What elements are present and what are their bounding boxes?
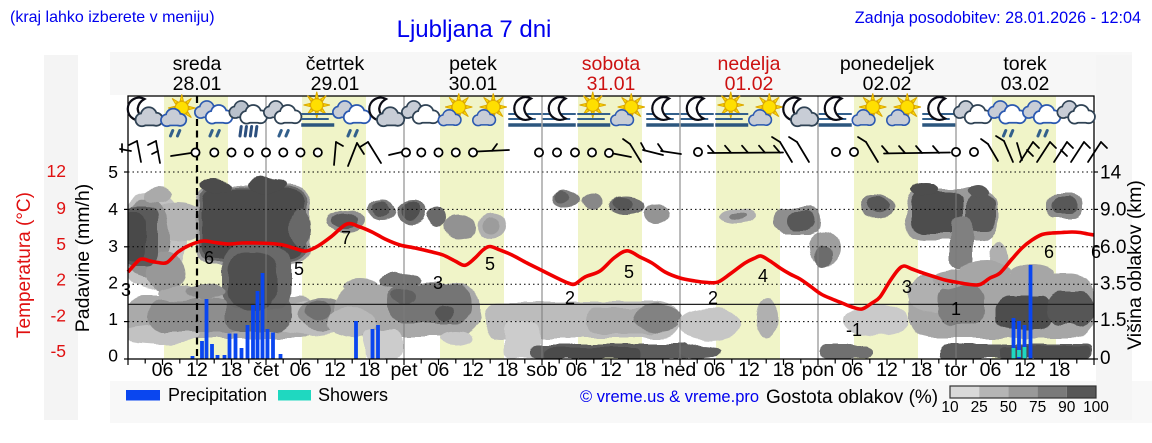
svg-text:31.01: 31.01 <box>587 73 636 95</box>
svg-text:2: 2 <box>708 288 718 308</box>
svg-text:10: 10 <box>941 399 959 416</box>
svg-text:0: 0 <box>108 346 118 366</box>
svg-text:29.01: 29.01 <box>311 73 360 95</box>
svg-text:14: 14 <box>1100 163 1122 184</box>
svg-text:pet: pet <box>390 359 418 381</box>
svg-text:3: 3 <box>902 277 912 297</box>
svg-text:18: 18 <box>359 359 381 381</box>
svg-text:12: 12 <box>186 359 208 381</box>
svg-text:sreda: sreda <box>173 53 222 75</box>
svg-text:30.01: 30.01 <box>449 73 498 95</box>
svg-text:7: 7 <box>341 228 351 248</box>
svg-text:torek: torek <box>1003 53 1047 75</box>
svg-text:Precipitation: Precipitation <box>168 385 267 405</box>
svg-text:18: 18 <box>911 359 933 381</box>
svg-text:5: 5 <box>485 254 495 274</box>
svg-text:0: 0 <box>1100 348 1111 369</box>
svg-text:3.5: 3.5 <box>1100 274 1126 295</box>
svg-text:5: 5 <box>624 262 634 282</box>
svg-text:06: 06 <box>566 359 588 381</box>
svg-text:Višina oblakov (km): Višina oblakov (km) <box>1124 180 1146 350</box>
svg-text:1: 1 <box>108 309 118 329</box>
svg-text:4: 4 <box>758 266 768 286</box>
svg-text:9.0: 9.0 <box>1100 200 1126 221</box>
svg-text:Ljubljana 7 dni: Ljubljana 7 dni <box>397 16 552 43</box>
svg-text:Padavine (mm/h): Padavine (mm/h) <box>72 184 94 332</box>
svg-text:02.02: 02.02 <box>863 73 912 95</box>
svg-text:9: 9 <box>56 198 66 218</box>
svg-text:06: 06 <box>980 359 1002 381</box>
svg-text:čet: čet <box>253 359 280 381</box>
svg-text:sobota: sobota <box>582 53 641 75</box>
svg-text:pon: pon <box>802 359 835 381</box>
svg-text:25: 25 <box>971 399 988 416</box>
svg-text:6.0: 6.0 <box>1100 237 1126 258</box>
svg-text:6: 6 <box>1091 242 1101 262</box>
svg-text:3: 3 <box>121 280 131 300</box>
svg-text:2: 2 <box>565 288 575 308</box>
svg-text:5: 5 <box>108 162 118 182</box>
svg-text:1.5: 1.5 <box>1100 310 1126 331</box>
svg-text:18: 18 <box>635 359 657 381</box>
svg-text:06: 06 <box>152 359 174 381</box>
svg-text:18: 18 <box>497 359 519 381</box>
svg-text:50: 50 <box>1000 399 1018 416</box>
svg-text:90: 90 <box>1058 399 1076 416</box>
svg-text:18: 18 <box>1049 359 1071 381</box>
svg-text:6: 6 <box>1044 242 1054 262</box>
svg-text:3: 3 <box>433 273 443 293</box>
svg-text:ned: ned <box>664 359 697 381</box>
svg-text:četrtek: četrtek <box>306 53 365 75</box>
svg-text:12: 12 <box>876 359 898 381</box>
svg-text:(kraj lahko izberete v meniju): (kraj lahko izberete v meniju) <box>10 9 215 26</box>
svg-text:100: 100 <box>1083 399 1109 416</box>
svg-text:06: 06 <box>842 359 864 381</box>
svg-text:3: 3 <box>108 236 118 256</box>
svg-text:© vreme.us & vreme.pro: © vreme.us & vreme.pro <box>580 388 759 406</box>
svg-text:5: 5 <box>294 259 304 279</box>
svg-text:06: 06 <box>704 359 726 381</box>
svg-text:Zadnja posodobitev: 28.01.2026: Zadnja posodobitev: 28.01.2026 - 12:04 <box>855 9 1141 27</box>
svg-text:01.02: 01.02 <box>725 73 774 95</box>
svg-text:6: 6 <box>204 248 214 268</box>
svg-text:-5: -5 <box>50 341 66 361</box>
svg-text:18: 18 <box>221 359 243 381</box>
svg-text:12: 12 <box>47 161 66 181</box>
svg-text:4: 4 <box>108 199 118 219</box>
svg-text:12: 12 <box>600 359 622 381</box>
svg-text:2: 2 <box>56 270 66 290</box>
svg-text:06: 06 <box>428 359 450 381</box>
svg-text:12: 12 <box>324 359 346 381</box>
svg-text:Gostota oblakov (%): Gostota oblakov (%) <box>766 387 938 408</box>
svg-text:12: 12 <box>738 359 760 381</box>
svg-text:12: 12 <box>462 359 484 381</box>
svg-text:1: 1 <box>951 299 961 319</box>
svg-text:2: 2 <box>108 273 118 293</box>
svg-text:18: 18 <box>773 359 795 381</box>
svg-text:Temperatura (°C): Temperatura (°C) <box>14 192 35 338</box>
svg-text:03.02: 03.02 <box>1001 73 1050 95</box>
svg-text:nedelja: nedelja <box>718 53 781 75</box>
svg-text:sob: sob <box>526 359 558 381</box>
svg-text:28.01: 28.01 <box>173 73 222 95</box>
svg-text:5: 5 <box>56 234 66 254</box>
svg-text:Showers: Showers <box>318 385 388 405</box>
svg-text:12: 12 <box>1014 359 1036 381</box>
svg-text:75: 75 <box>1029 399 1046 416</box>
svg-text:petek: petek <box>449 53 497 75</box>
svg-text:tor: tor <box>945 359 968 381</box>
svg-text:-1: -1 <box>846 320 862 340</box>
svg-text:06: 06 <box>290 359 312 381</box>
svg-text:-2: -2 <box>50 306 66 326</box>
svg-text:ponedeljek: ponedeljek <box>840 53 935 75</box>
